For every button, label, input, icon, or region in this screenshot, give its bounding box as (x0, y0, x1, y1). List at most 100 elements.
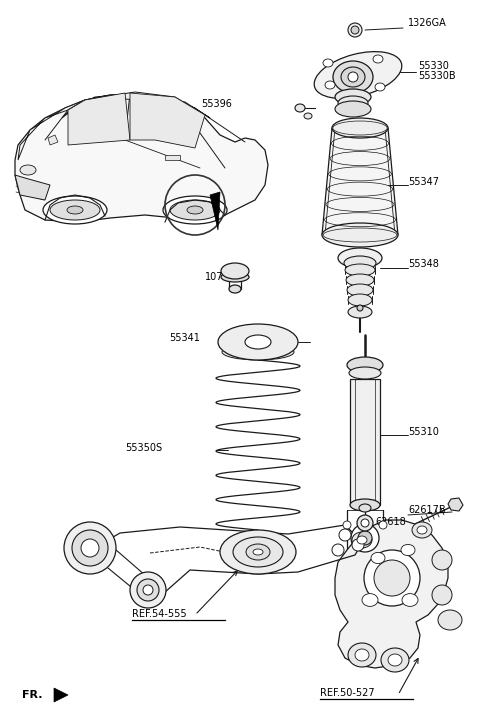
Polygon shape (68, 92, 205, 115)
Ellipse shape (432, 585, 452, 605)
Ellipse shape (304, 113, 312, 119)
Ellipse shape (375, 83, 385, 91)
Ellipse shape (339, 529, 351, 541)
Ellipse shape (341, 67, 365, 87)
Polygon shape (18, 100, 85, 160)
Ellipse shape (218, 324, 298, 360)
Ellipse shape (245, 335, 271, 349)
Ellipse shape (163, 196, 227, 224)
Polygon shape (322, 128, 398, 235)
Ellipse shape (381, 648, 409, 672)
Polygon shape (335, 520, 448, 668)
Polygon shape (130, 93, 205, 148)
Ellipse shape (348, 72, 358, 82)
Polygon shape (48, 135, 58, 145)
Ellipse shape (371, 552, 385, 564)
Ellipse shape (357, 305, 363, 311)
Ellipse shape (352, 532, 372, 548)
Ellipse shape (374, 560, 410, 596)
Text: 55341: 55341 (169, 333, 200, 343)
Ellipse shape (357, 515, 373, 531)
Ellipse shape (355, 649, 369, 661)
Polygon shape (54, 688, 68, 702)
Ellipse shape (373, 55, 383, 63)
Ellipse shape (351, 26, 359, 34)
Text: 62617B: 62617B (408, 505, 445, 515)
Ellipse shape (295, 104, 305, 112)
Ellipse shape (332, 544, 344, 556)
Ellipse shape (130, 572, 166, 608)
Ellipse shape (233, 537, 283, 567)
Ellipse shape (352, 539, 364, 551)
Ellipse shape (362, 594, 378, 607)
Text: 55347: 55347 (408, 177, 439, 187)
Ellipse shape (229, 285, 241, 293)
Ellipse shape (221, 263, 249, 279)
Ellipse shape (332, 118, 388, 138)
Ellipse shape (358, 531, 372, 545)
Ellipse shape (222, 344, 294, 360)
Ellipse shape (170, 200, 220, 220)
Ellipse shape (347, 284, 373, 296)
Ellipse shape (335, 89, 371, 105)
Ellipse shape (346, 274, 374, 286)
Ellipse shape (347, 357, 383, 373)
Ellipse shape (388, 654, 402, 666)
Ellipse shape (335, 101, 371, 117)
Ellipse shape (348, 294, 372, 306)
Ellipse shape (412, 522, 432, 538)
Polygon shape (62, 94, 210, 118)
Ellipse shape (432, 550, 452, 570)
Ellipse shape (348, 306, 372, 318)
Text: 55310: 55310 (408, 427, 439, 437)
Ellipse shape (338, 248, 382, 268)
Ellipse shape (20, 165, 36, 175)
Ellipse shape (417, 526, 427, 534)
Ellipse shape (351, 524, 379, 552)
Ellipse shape (402, 594, 418, 607)
Text: REF.50-527: REF.50-527 (320, 688, 374, 698)
Ellipse shape (143, 585, 153, 595)
Polygon shape (15, 95, 268, 222)
Ellipse shape (348, 23, 362, 37)
Text: 1076AM: 1076AM (205, 272, 245, 282)
Ellipse shape (361, 519, 369, 527)
Ellipse shape (348, 643, 376, 667)
Ellipse shape (323, 59, 333, 67)
Ellipse shape (67, 206, 83, 214)
Ellipse shape (221, 272, 249, 282)
Polygon shape (448, 498, 463, 511)
Ellipse shape (72, 530, 108, 566)
Text: 55350S: 55350S (125, 443, 162, 453)
Text: 55396: 55396 (201, 99, 232, 109)
Polygon shape (68, 93, 130, 145)
Polygon shape (15, 175, 50, 200)
Ellipse shape (246, 544, 270, 560)
Ellipse shape (338, 96, 368, 110)
Bar (165, 155, 180, 160)
Ellipse shape (43, 196, 107, 224)
Ellipse shape (438, 610, 462, 630)
Ellipse shape (333, 61, 373, 93)
Text: REF.54-555: REF.54-555 (132, 609, 187, 619)
Ellipse shape (345, 264, 375, 276)
Ellipse shape (350, 499, 380, 511)
Ellipse shape (379, 521, 387, 529)
Ellipse shape (401, 544, 415, 556)
Ellipse shape (220, 530, 296, 574)
Ellipse shape (187, 206, 203, 214)
Text: 55330: 55330 (418, 61, 449, 71)
Ellipse shape (64, 522, 116, 574)
Ellipse shape (359, 504, 371, 512)
Text: 55348: 55348 (408, 259, 439, 269)
Text: 55330B: 55330B (418, 71, 456, 81)
Ellipse shape (314, 52, 402, 98)
Ellipse shape (253, 549, 263, 555)
Ellipse shape (364, 550, 420, 606)
Text: 1326GA: 1326GA (408, 18, 447, 28)
Ellipse shape (325, 81, 335, 89)
Text: 62618: 62618 (375, 517, 406, 527)
Ellipse shape (357, 536, 367, 544)
Text: FR.: FR. (22, 690, 43, 700)
Ellipse shape (349, 367, 381, 379)
